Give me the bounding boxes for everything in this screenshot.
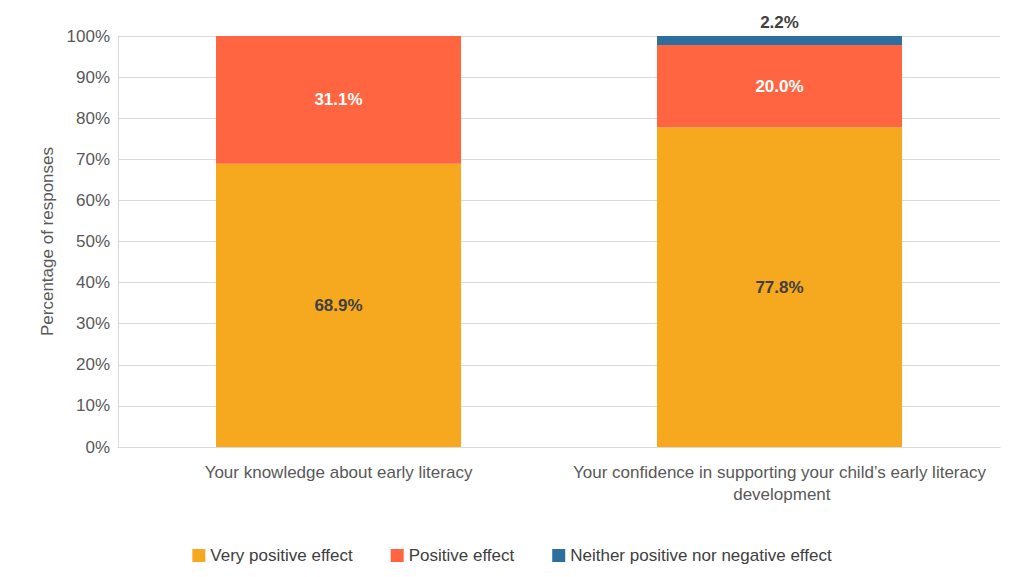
- svg-text:30%: 30%: [76, 314, 110, 333]
- svg-text:40%: 40%: [76, 273, 110, 292]
- svg-text:60%: 60%: [76, 191, 110, 210]
- svg-text:2.2%: 2.2%: [760, 13, 799, 32]
- svg-text:Neither positive nor negative: Neither positive nor negative effect: [570, 546, 832, 565]
- svg-text:80%: 80%: [76, 109, 110, 128]
- svg-text:Your knowledge about early lit: Your knowledge about early literacy: [205, 463, 473, 482]
- svg-text:50%: 50%: [76, 232, 110, 251]
- svg-text:20%: 20%: [76, 355, 110, 374]
- svg-text:68.9%: 68.9%: [314, 296, 362, 315]
- svg-text:70%: 70%: [76, 150, 110, 169]
- svg-text:Very positive effect: Very positive effect: [210, 546, 353, 565]
- svg-text:100%: 100%: [67, 27, 110, 46]
- svg-text:20.0%: 20.0%: [755, 77, 803, 96]
- svg-text:31.1%: 31.1%: [314, 90, 362, 109]
- svg-text:development: development: [728, 485, 830, 504]
- svg-text:Your confidence in supporting: Your confidence in supporting your child…: [573, 463, 986, 482]
- svg-text:Percentage of responses: Percentage of responses: [38, 147, 57, 336]
- svg-text:10%: 10%: [76, 396, 110, 415]
- svg-text:0%: 0%: [85, 438, 110, 457]
- svg-text:90%: 90%: [76, 68, 110, 87]
- svg-text:Positive effect: Positive effect: [409, 546, 515, 565]
- svg-text:77.8%: 77.8%: [755, 278, 803, 297]
